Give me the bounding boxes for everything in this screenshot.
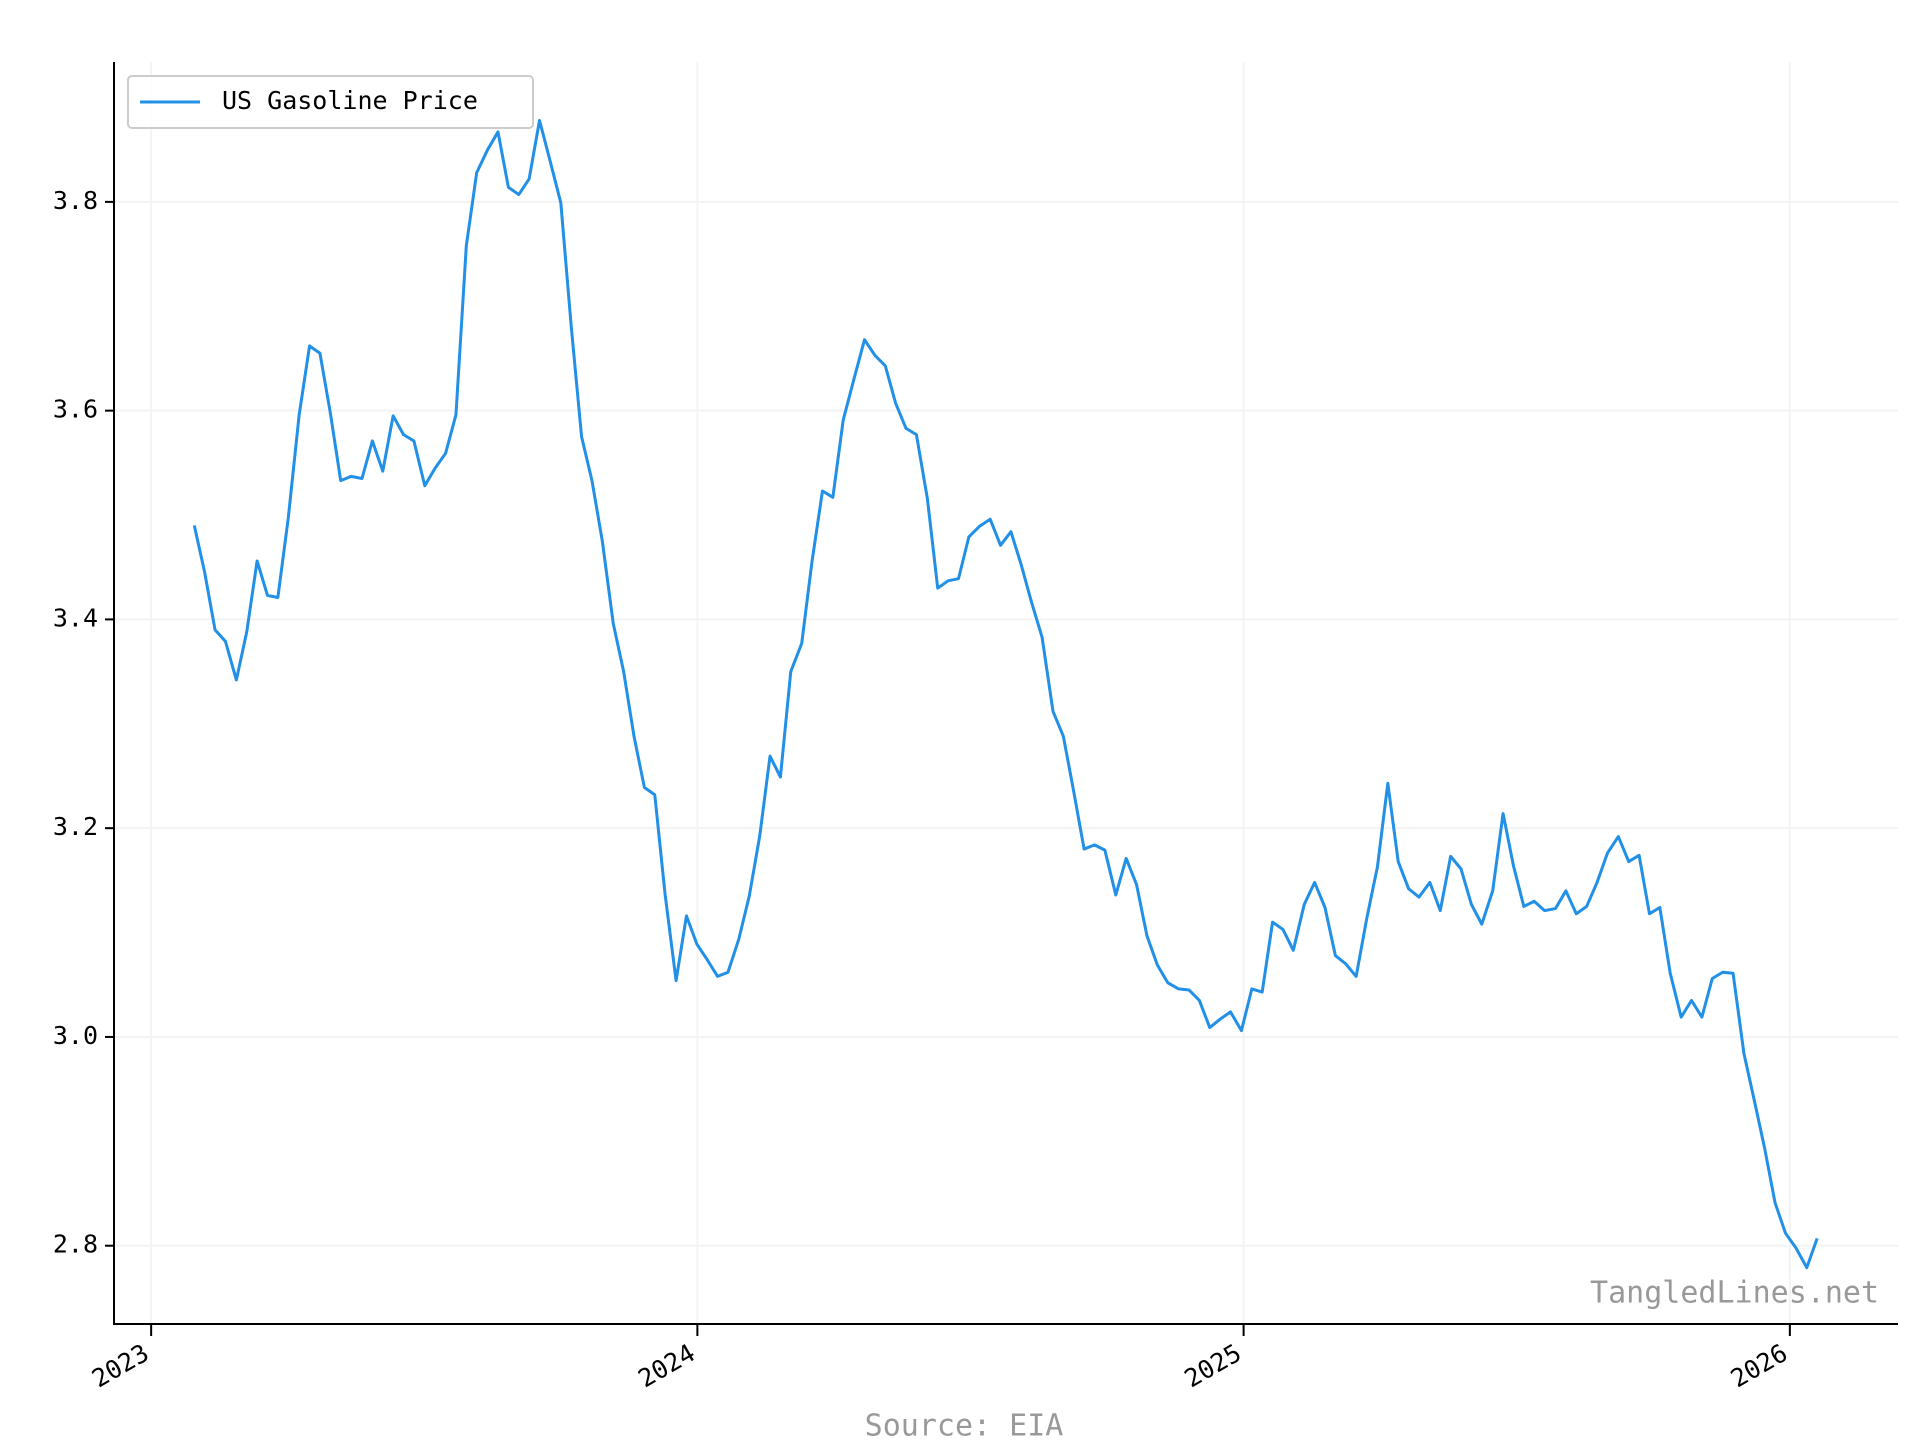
x-tick-label: 2026: [1726, 1338, 1793, 1393]
watermark: TangledLines.net: [1590, 1276, 1879, 1311]
source-note: Source: EIA: [865, 1409, 1064, 1440]
y-tick-label: 3.2: [53, 812, 98, 841]
y-tick-label: 3.4: [53, 603, 98, 632]
y-tick-label: 2.8: [53, 1230, 98, 1259]
x-tick-label: 2025: [1179, 1338, 1246, 1393]
legend-label: US Gasoline Price: [222, 86, 478, 115]
y-tick-label: 3.8: [53, 186, 98, 215]
legend-box: [127, 75, 534, 129]
y-tick-label: 3.6: [53, 395, 98, 424]
grid: [114, 62, 1898, 1324]
y-tick-label: 3.0: [53, 1021, 98, 1050]
data-line: [192, 118, 1819, 1270]
x-tick-label: 2023: [87, 1338, 154, 1393]
x-tick-label: 2024: [633, 1338, 700, 1393]
legend: US Gasoline Price: [127, 75, 534, 129]
